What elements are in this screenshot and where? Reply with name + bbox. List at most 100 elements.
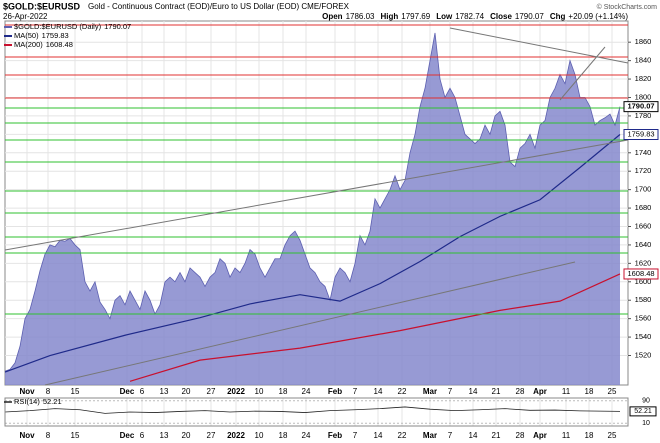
trend-line — [559, 46, 606, 101]
x-tick-label: Dec — [120, 387, 135, 396]
x-tick-label: Nov — [19, 387, 35, 396]
price-tag-label: 1759.83 — [627, 129, 654, 138]
source: © StockCharts.com — [597, 3, 658, 11]
price-tag-label: 1608.48 — [627, 269, 654, 278]
x-tick-label: 13 — [160, 387, 169, 396]
y-tick-label: 1800 — [635, 92, 652, 101]
price-tag — [623, 129, 659, 141]
price-tag — [623, 101, 659, 113]
legend-value: 1759.83 — [42, 31, 69, 40]
y-tick-label: 1640 — [635, 240, 652, 249]
x-tick-label: 7 — [448, 387, 453, 396]
legend-label: $GOLD:$EURUSD (Daily) — [14, 22, 102, 31]
price-tag — [623, 268, 659, 280]
x-tick-label: 8 — [46, 431, 51, 440]
x-tick-label: Feb — [328, 431, 342, 440]
y-tick-label: 1620 — [635, 258, 652, 267]
quote-value: 1797.69 — [401, 12, 430, 21]
x-tick-label: 22 — [398, 387, 407, 396]
y-tick-label: 1860 — [635, 37, 652, 46]
rsi-label: RSI(14) — [14, 397, 40, 406]
quote-label: Low — [436, 12, 453, 21]
x-tick-label: Dec — [120, 431, 135, 440]
x-tick-label: 25 — [608, 387, 617, 396]
rsi-tag — [629, 406, 657, 417]
rsi-frame — [4, 397, 629, 427]
x-tick-label: 27 — [207, 387, 216, 396]
quote-value: +20.09 (+1.14%) — [568, 12, 628, 21]
x-tick-label: 24 — [302, 431, 311, 440]
x-tick-label: 28 — [516, 387, 525, 396]
x-tick-label: 21 — [492, 387, 501, 396]
x-tick-label: Apr — [533, 431, 547, 440]
x-tick-label: 15 — [71, 387, 80, 396]
quote-label: Open — [322, 12, 343, 21]
price-area — [5, 32, 620, 386]
x-tick-label: 6 — [140, 431, 145, 440]
x-tick-label: 7 — [353, 387, 358, 396]
x-tick-label: 14 — [374, 387, 383, 396]
legend-label: MA(200) — [14, 40, 43, 49]
x-tick-label: 18 — [279, 387, 288, 396]
x-tick-label: Feb — [328, 387, 342, 396]
x-tick-label: Apr — [533, 387, 547, 396]
y-tick-label: 1600 — [635, 277, 652, 286]
legend-label: MA(50) — [14, 31, 39, 40]
rsi-tag-label: 52.21 — [634, 408, 652, 415]
trend-line — [44, 261, 576, 386]
x-tick-label: 28 — [516, 431, 525, 440]
x-tick-label: 7 — [353, 431, 358, 440]
rsi-tick-label: 10 — [642, 420, 650, 427]
x-tick-label: 21 — [492, 431, 501, 440]
x-tick-label: 2022 — [227, 387, 245, 396]
x-tick-label: 6 — [140, 387, 145, 396]
x-tick-label: 20 — [182, 431, 191, 440]
x-tick-label: 13 — [160, 431, 169, 440]
quote-value: 1790.07 — [515, 12, 544, 21]
y-tick-label: 1820 — [635, 74, 652, 83]
y-tick-label: 1660 — [635, 221, 652, 230]
legend-value: 1790.07 — [104, 22, 131, 31]
y-tick-label: 1560 — [635, 314, 652, 323]
x-tick-label: 25 — [608, 431, 617, 440]
quote-label: Close — [490, 12, 512, 21]
y-tick-label: 1540 — [635, 332, 652, 341]
ma-line — [4, 134, 621, 373]
rsi-line — [4, 406, 621, 414]
y-tick-label: 1780 — [635, 111, 652, 120]
y-tick-label: 1520 — [635, 350, 652, 359]
y-tick-label: 1740 — [635, 148, 652, 157]
x-tick-label: 18 — [585, 387, 594, 396]
x-tick-label: 18 — [585, 431, 594, 440]
x-tick-label: 14 — [469, 431, 478, 440]
x-tick-label: 22 — [398, 431, 407, 440]
x-tick-label: 24 — [302, 387, 311, 396]
x-tick-label: 18 — [279, 431, 288, 440]
price-tag-label: 1790.07 — [627, 102, 654, 111]
annotations — [4, 24, 629, 386]
x-tick-label: 15 — [71, 431, 80, 440]
x-tick-label: 14 — [374, 431, 383, 440]
x-tick-label: 27 — [207, 431, 216, 440]
x-tick-label: 14 — [469, 387, 478, 396]
x-tick-label: 2022 — [227, 431, 245, 440]
date: 26-Apr-2022 — [3, 12, 48, 21]
x-tick-label: 8 — [46, 387, 51, 396]
quote-value: 1786.03 — [346, 12, 375, 21]
rsi-value: 52.21 — [43, 397, 62, 406]
quote-label: High — [380, 12, 398, 21]
y-tick-label: 1580 — [635, 295, 652, 304]
trend-line — [4, 139, 629, 251]
x-tick-label: 11 — [562, 431, 571, 440]
quote-label: Chg — [550, 12, 566, 21]
chart-title: $GOLD:$EURUSD — [3, 1, 81, 11]
ma-line — [129, 273, 621, 382]
x-tick-label: 20 — [182, 387, 191, 396]
chart-subtitle: Gold - Continuous Contract (EOD)/Euro to… — [88, 2, 350, 11]
y-tick-label: 1700 — [635, 185, 652, 194]
x-tick-label: 10 — [255, 387, 264, 396]
rsi-tick-label: 90 — [642, 398, 650, 405]
legend-value: 1608.48 — [46, 40, 73, 49]
x-tick-label: 7 — [448, 431, 453, 440]
